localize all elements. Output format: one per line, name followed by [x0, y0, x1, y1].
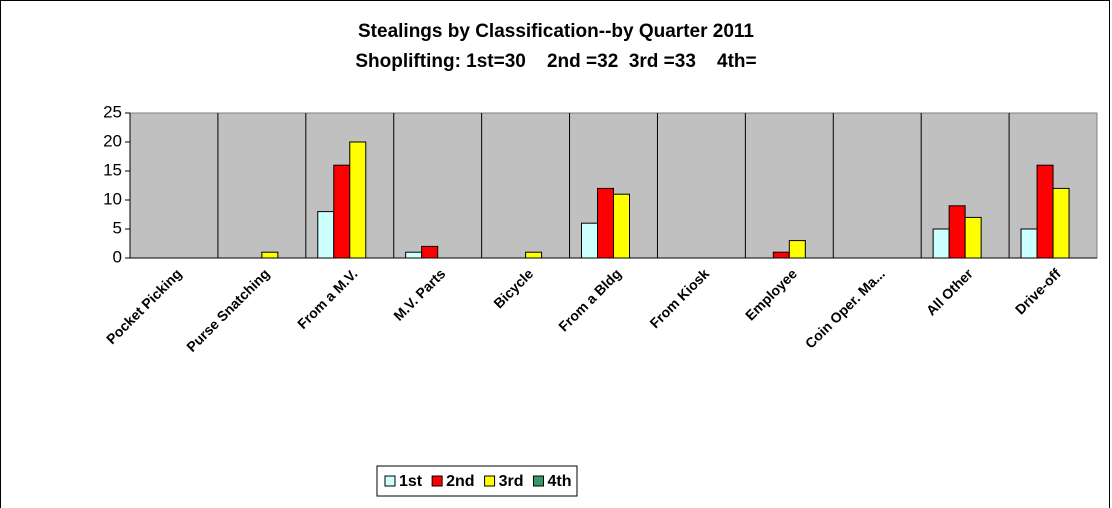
legend-label: 4th [547, 473, 571, 490]
y-tick-label: 25 [103, 102, 122, 121]
bar [261, 251, 279, 259]
bar [349, 141, 367, 259]
chart-subtitle: Shoplifting: 1st=30 2nd =32 3rd =33 4th= [355, 51, 756, 72]
chart-title: Stealings by Classification--by Quarter … [358, 21, 754, 42]
bar [333, 164, 351, 259]
bar [1036, 164, 1054, 259]
legend-label: 2nd [446, 473, 474, 490]
legend-swatch [532, 475, 544, 487]
bar [772, 251, 790, 259]
legend-swatch [484, 475, 496, 487]
bar [1052, 187, 1070, 259]
legend-label: 1st [399, 473, 423, 490]
bar [421, 245, 439, 259]
legend-label: 3rd [499, 473, 524, 490]
legend-swatch [384, 475, 396, 487]
bar [932, 228, 950, 259]
bar [525, 251, 543, 259]
y-tick-label: 15 [103, 160, 122, 179]
y-tick-label: 10 [103, 189, 122, 208]
bar [613, 193, 630, 259]
legend-swatch [431, 475, 443, 487]
bar [405, 251, 423, 259]
bar [948, 205, 966, 259]
bar [788, 240, 806, 259]
bar [597, 187, 614, 259]
bar [317, 211, 335, 259]
bar [581, 222, 598, 259]
y-tick-label: 20 [103, 131, 122, 150]
bar [964, 216, 982, 259]
y-tick-label: 5 [113, 218, 122, 237]
y-tick-label: 0 [113, 247, 122, 266]
bar [1020, 228, 1038, 259]
